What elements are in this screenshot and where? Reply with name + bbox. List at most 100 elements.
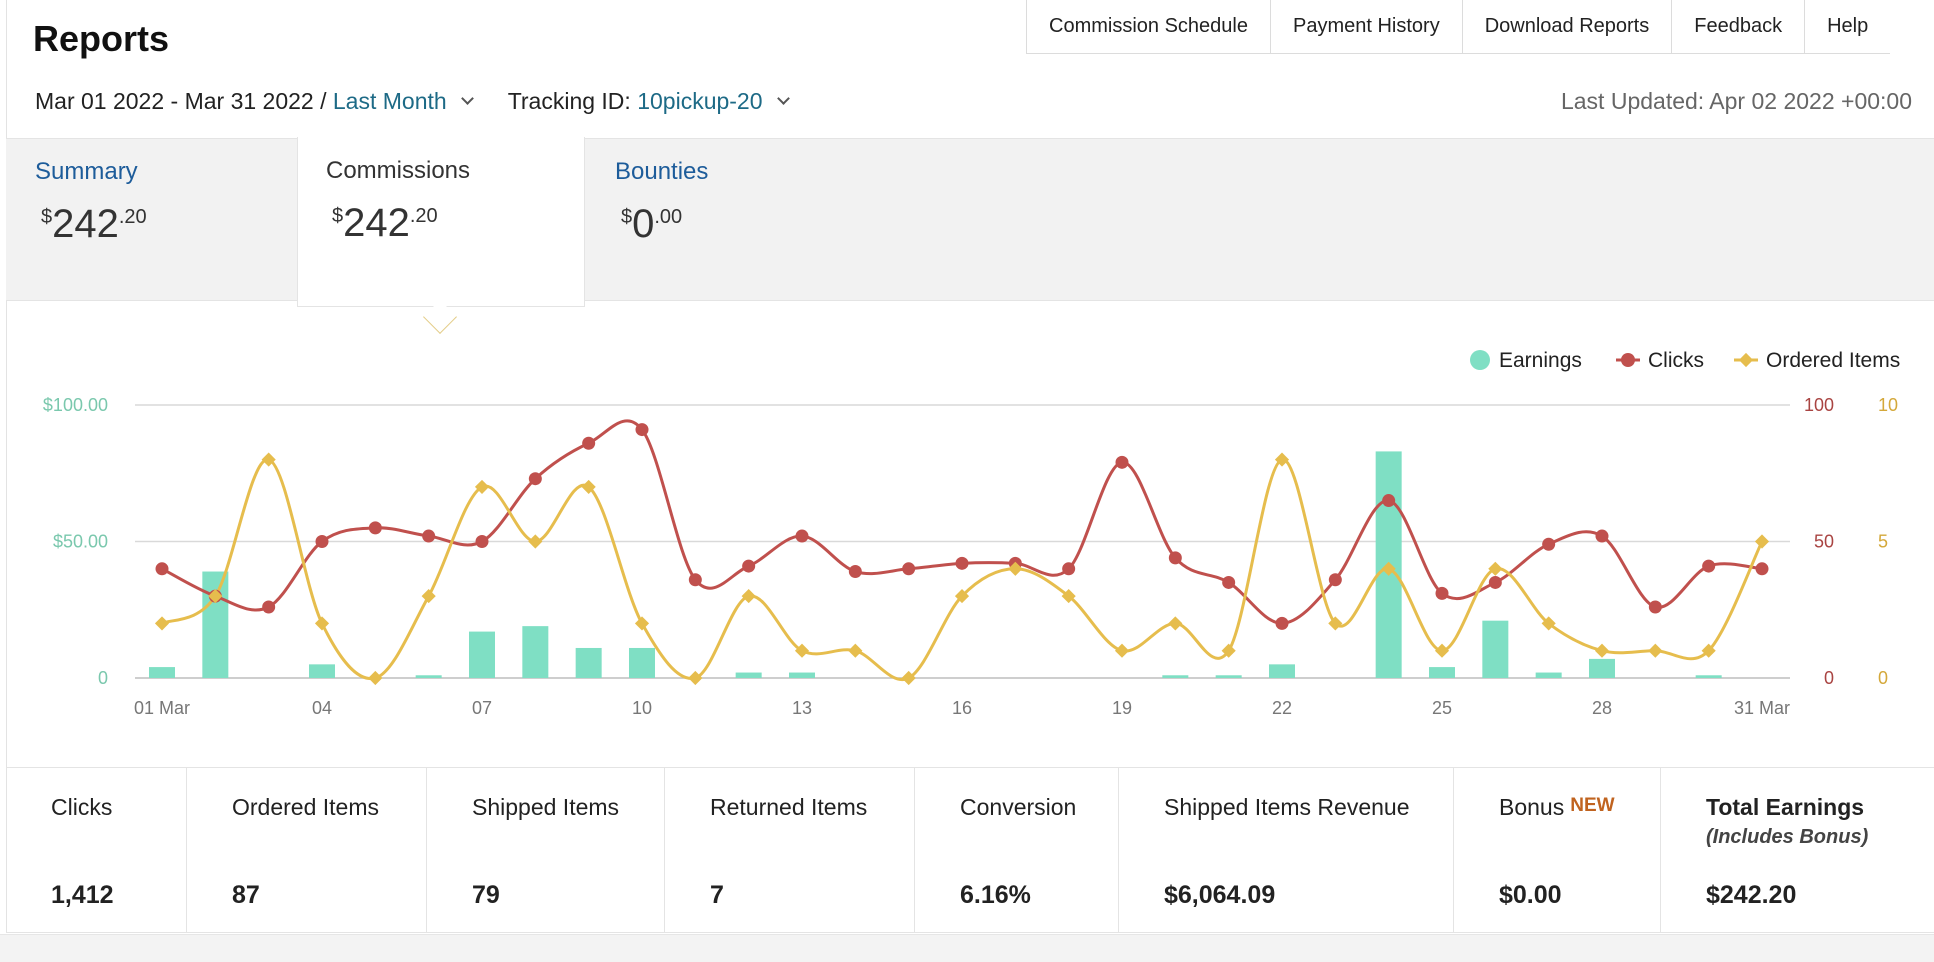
metric-value: $0.00 [1499,881,1562,909]
metric-label: Clicks [51,794,113,820]
tracking-id-label: Tracking ID: [507,88,638,114]
nav-help[interactable]: Help [1827,15,1869,37]
metric-returned-items: Returned Items 7 [665,768,915,933]
currency-symbol: $ [332,205,344,227]
nav-payment-history[interactable]: Payment History [1271,0,1463,53]
ordered-items-point [1061,589,1076,604]
earnings-chart: 0 $50.00 $100.00 0 50 100 0 5 10 01 Mar 04 07 10 13 16… [0,330,1934,760]
nav-download-reports[interactable]: Download Reports [1463,0,1673,53]
tracking-id-selector[interactable]: Tracking ID: 10pickup-20 [507,88,790,115]
clicks-point [1222,575,1236,589]
x-tick-label: 16 [952,698,972,718]
metric-label: Shipped Items Revenue [1164,794,1410,820]
ordered-items-point [1648,643,1663,658]
x-tick-label: 07 [472,698,492,718]
clicks-point [1755,562,1769,576]
x-tick-label: 04 [312,698,332,718]
ordered-items-point [1754,534,1770,549]
clicks-point [1382,494,1396,508]
earnings-bar [1695,675,1722,678]
clicks-point [742,559,756,573]
x-tick-label: 25 [1432,698,1452,718]
earnings-bar [1215,675,1242,678]
nav-feedback[interactable]: Feedback [1672,0,1806,53]
nav-commission-schedule[interactable]: Commission Schedule [1027,0,1271,53]
clicks-point [262,600,276,614]
metric-label: Bonus NEW [1499,794,1615,821]
clicks-point [1328,573,1342,587]
earnings-bar [735,672,762,678]
earnings-bar [1162,675,1189,678]
earnings-bar [1482,620,1509,678]
tab-bounties-amount: $0.00 [621,202,682,247]
tracking-id-value[interactable]: 10pickup-20 [637,88,763,114]
y-left-tick-label: $50.00 [53,532,108,552]
tab-summary[interactable]: Summary $242.20 [35,138,235,301]
amount-whole: 242 [343,201,410,245]
y-right-clicks-tick-label: 50 [1814,532,1834,552]
tab-summary-label[interactable]: Summary [35,158,138,185]
period-link[interactable]: Last Month [332,88,447,114]
metric-shipped-items-revenue: Shipped Items Revenue $6,064.09 [1119,768,1454,933]
earnings-bar [522,626,549,678]
y-right-items-tick-label: 5 [1878,532,1888,552]
ordered-items-point [1274,452,1290,467]
ordered-items-point [688,670,703,686]
legend-items-marker [1738,352,1754,368]
ordered-items-point [528,534,543,549]
tab-commissions-label[interactable]: Commissions [326,157,471,184]
metric-shipped-items: Shipped Items 79 [427,768,665,933]
metric-label: Ordered Items [232,794,379,820]
chevron-down-icon[interactable] [460,92,474,105]
x-tick-label: 01 Mar [134,698,190,718]
earnings-bar [575,647,602,678]
top-navigation: Commission Schedule Payment History Down… [1026,0,1891,54]
earnings-bar [149,667,175,678]
y-left-tick-label: 0 [98,668,108,688]
ordered-items-point [848,643,863,658]
currency-symbol: $ [621,206,633,228]
metric-ordered-items: Ordered Items 87 [187,768,427,933]
chevron-down-icon[interactable] [776,92,790,105]
clicks-point [1115,455,1129,469]
amount-cents: .00 [654,206,683,228]
earnings-bar [1429,667,1455,678]
clicks-point [315,535,329,548]
amount-whole: 0 [632,202,655,246]
clicks-point [1648,600,1662,614]
ordered-items-point [794,643,810,658]
earnings-bar [469,631,495,678]
metric-value: $242.20 [1706,881,1797,909]
clicks-point [1168,551,1182,565]
ordered-items-point [474,479,490,494]
page-footer-strip [0,934,1934,962]
legend-clicks-marker [1621,353,1635,367]
legend-items-label: Ordered Items [1766,349,1900,372]
ordered-items-point [1114,643,1130,658]
ordered-items-point [1381,561,1396,576]
tab-bounties[interactable]: Bounties $0.00 [615,138,815,301]
clicks-point [528,472,542,486]
y-right-clicks-tick-label: 100 [1804,395,1834,415]
last-updated-text: Last Updated: Apr 02 2022 +00:00 [1560,88,1912,114]
x-tick-label: 13 [792,698,812,718]
date-range-selector[interactable]: Mar 01 2022 - Mar 31 2022 / Last Month [35,88,474,115]
ordered-items-point [1488,561,1503,576]
ordered-items-point [1221,643,1236,658]
ordered-items-point [954,589,970,604]
clicks-point [1542,537,1556,551]
clicks-point [795,529,809,543]
ordered-items-point [1541,616,1556,631]
earnings-bar [1269,664,1295,678]
metric-conversion: Conversion 6.16% [915,768,1119,933]
x-tick-label: 28 [1592,698,1612,718]
bonus-label: Bonus [1499,794,1565,820]
metric-label: Total Earnings [1706,794,1865,820]
metrics-bar: Clicks 1,412 Ordered Items 87 Shipped It… [6,767,1934,933]
y-left-tick-label: $100.00 [43,395,108,415]
tab-bounties-label[interactable]: Bounties [615,158,709,185]
report-tabs-band [6,138,1934,301]
tab-commissions[interactable]: Commissions $242.20 [297,137,585,307]
clicks-point [688,573,702,587]
metric-value: 7 [710,881,724,909]
